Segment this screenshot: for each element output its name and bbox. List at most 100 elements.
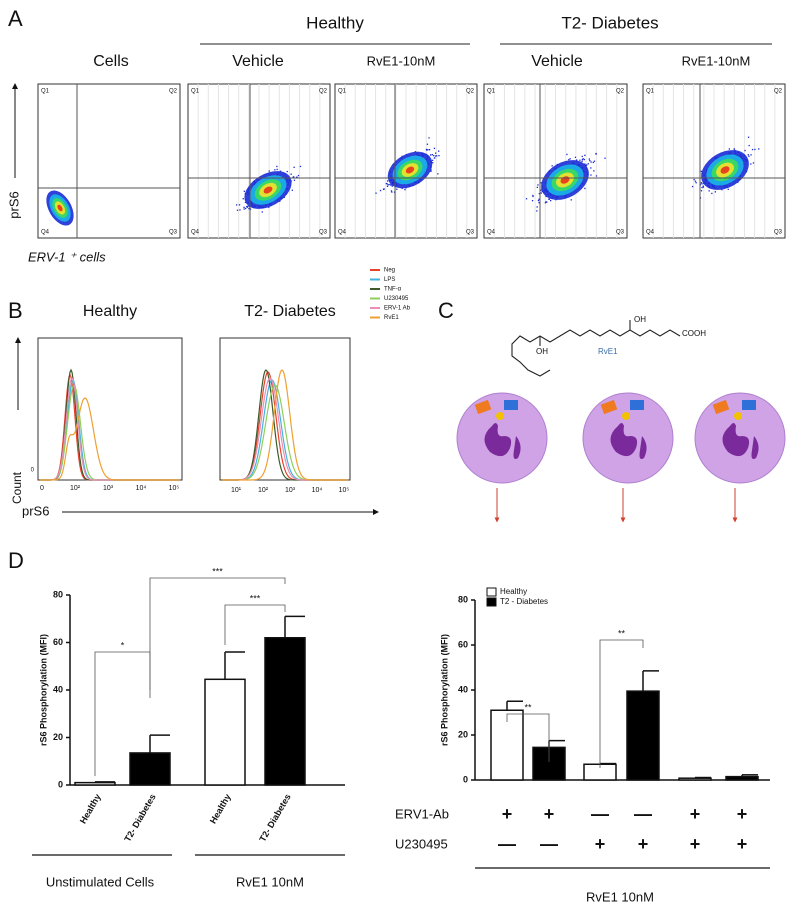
x-tick-label: 10¹ (231, 487, 242, 494)
event-dot (544, 202, 547, 204)
x-tick-label: Healthy (78, 792, 103, 825)
event-dot (695, 182, 697, 184)
x-tick-label: 10⁴ (136, 485, 147, 492)
event-dot (538, 202, 540, 204)
legend-label: LPS (384, 277, 395, 283)
event-dot (584, 154, 586, 156)
quadrant-label: Q4 (41, 230, 50, 236)
legend-label: TNF-α (384, 287, 402, 293)
event-dot (540, 192, 542, 194)
plot-title: Healthy (83, 303, 137, 320)
event-dot (430, 154, 432, 156)
condition-mark: — (498, 834, 516, 854)
x-tick-label: 10³ (103, 485, 114, 492)
event-dot (582, 158, 584, 160)
event-dot (382, 188, 385, 190)
event-dot (242, 198, 244, 200)
group-label: RvE1 10nM (236, 874, 304, 889)
quadrant-label: Q1 (41, 89, 50, 95)
y-axis-label: Count (10, 471, 24, 504)
event-dot (391, 191, 393, 193)
event-dot (568, 159, 570, 161)
receptor (474, 399, 492, 415)
event-dot (243, 206, 245, 208)
x-tick-label: 10³ (285, 487, 296, 494)
event-dot (274, 169, 276, 171)
y-tick-label: 40 (458, 684, 468, 694)
x-tick-label: Healthy (208, 792, 233, 825)
event-dot (430, 169, 432, 171)
event-dot (581, 160, 583, 162)
bar (626, 690, 660, 781)
event-dot (711, 192, 713, 195)
event-dot (390, 190, 393, 192)
event-dot (714, 191, 716, 193)
bar (129, 752, 171, 786)
event-dot (291, 189, 293, 191)
event-dot (701, 183, 703, 185)
quadrant-label: Q3 (616, 230, 625, 236)
event-dot (532, 195, 534, 198)
event-dot (247, 205, 249, 207)
chemical-structure (511, 320, 681, 377)
event-dot (569, 158, 571, 160)
panel-letter: B (8, 298, 23, 323)
cell-organelle (639, 436, 647, 459)
cell-diagrams (456, 392, 786, 523)
event-dot (435, 155, 437, 157)
legend-label: U230495 (384, 296, 409, 302)
event-dot (431, 154, 433, 156)
event-dot (581, 159, 584, 161)
event-dot (432, 162, 434, 164)
event-dot (379, 189, 382, 192)
event-dot (747, 136, 750, 138)
event-dot (290, 173, 292, 175)
event-dot (245, 207, 247, 210)
event-dot (586, 164, 588, 166)
legend-swatch (486, 587, 497, 597)
event-dot (299, 165, 302, 168)
receptor (504, 400, 518, 410)
compound-label: RvE1 (598, 347, 618, 356)
y-axis-label: prS6 (6, 191, 21, 218)
condition-mark: + (737, 804, 748, 824)
bar (678, 777, 712, 781)
quadrant-label: Q4 (487, 230, 496, 236)
event-dot (750, 154, 752, 156)
event-dot (581, 155, 583, 158)
event-dot (693, 178, 695, 181)
event-dot (579, 159, 581, 161)
event-dot (286, 170, 288, 173)
event-dot (701, 186, 703, 189)
x-tick-label: 0 (40, 485, 44, 492)
event-dot (733, 148, 735, 150)
quadrant-label: Q4 (338, 230, 347, 236)
event-dot (758, 148, 760, 150)
event-dot (536, 206, 538, 208)
density-contour (57, 204, 63, 212)
event-dot (536, 210, 538, 212)
condition-mark: + (638, 834, 649, 854)
event-dot (691, 185, 694, 188)
panel-letter: A (8, 6, 23, 31)
event-dot (702, 186, 704, 188)
event-dot (433, 147, 436, 149)
density-contour (263, 186, 273, 194)
bar (74, 781, 116, 786)
quadrant-label: Q1 (191, 89, 200, 95)
event-dot (727, 188, 729, 190)
receptor-ligand (496, 412, 504, 420)
cell-nucleus (722, 423, 750, 457)
event-dot (570, 199, 572, 201)
footer-label: RvE1 10nM (586, 889, 654, 904)
event-dot (566, 153, 568, 156)
condition-label: U230495 (395, 836, 448, 851)
event-dot (249, 208, 252, 210)
event-dot (431, 159, 434, 161)
y-tick-label: 0 (58, 779, 63, 789)
event-dot (532, 194, 534, 197)
event-dot (425, 148, 428, 151)
event-dot (721, 189, 723, 191)
event-dot (537, 184, 539, 186)
event-dot (293, 179, 296, 181)
